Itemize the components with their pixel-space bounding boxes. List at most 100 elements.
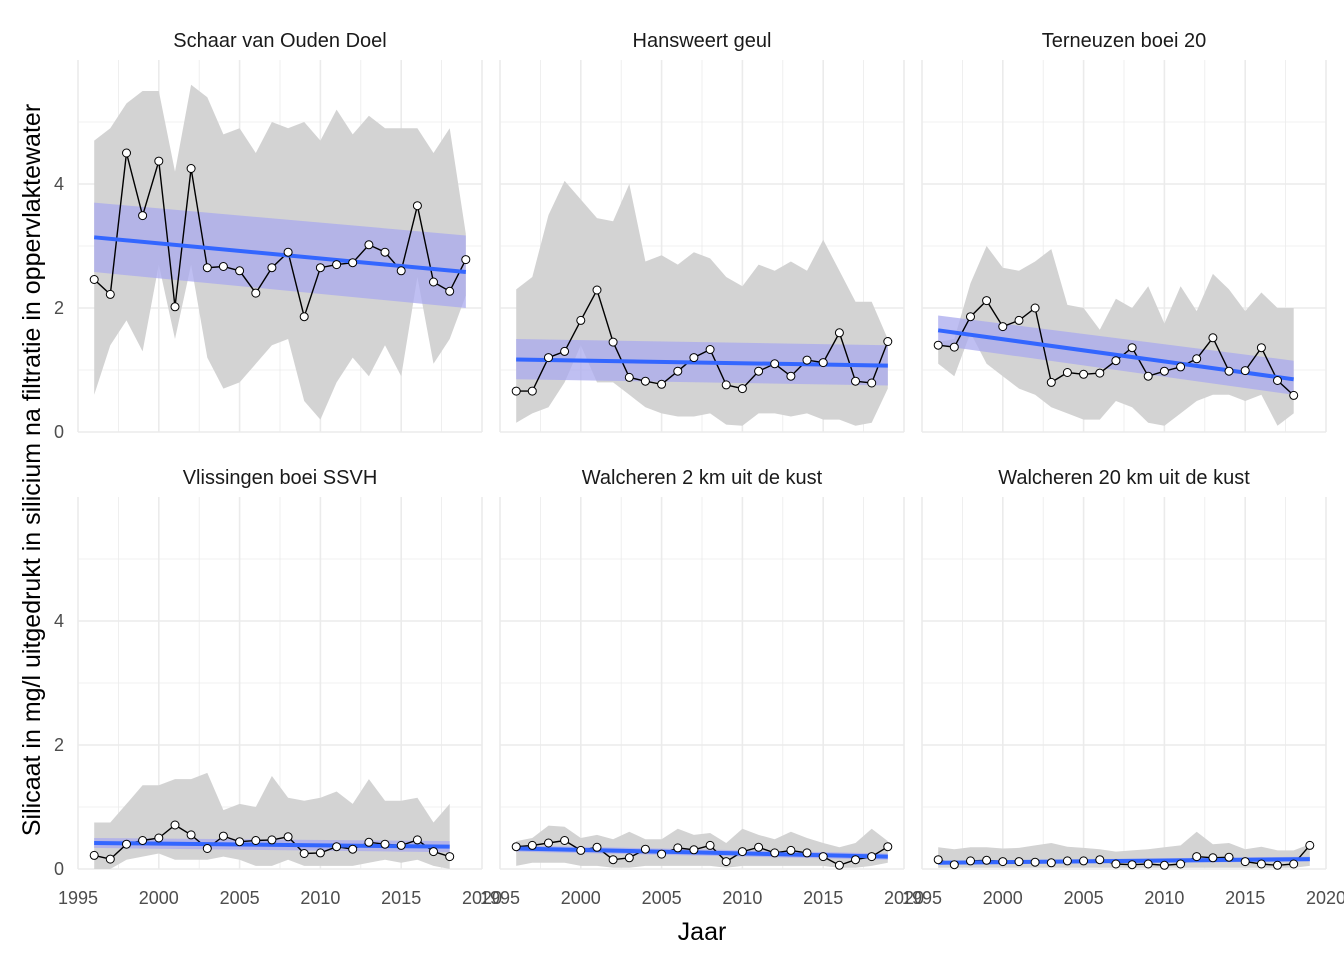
data-point [1111, 859, 1121, 869]
data-point [949, 860, 959, 870]
data-point [673, 366, 683, 376]
data-point [89, 275, 99, 284]
data-point [1273, 376, 1282, 385]
series-line [516, 288, 889, 392]
data-point [1192, 354, 1202, 364]
data-point [348, 258, 358, 268]
data-point [770, 848, 780, 858]
data-point [1289, 390, 1299, 400]
data-point [1273, 860, 1282, 870]
data-point [1208, 853, 1218, 863]
data-point [267, 263, 277, 273]
data-point [251, 288, 261, 298]
facet-panel: Terneuzen boei 20 [921, 30, 1327, 433]
data-point [933, 340, 943, 350]
data-point [396, 266, 406, 276]
data-point [721, 857, 731, 867]
facet-panel: Hansweert geul [499, 30, 905, 433]
data-point [1256, 343, 1266, 353]
data-point [770, 359, 780, 369]
x-axis-title: Jaar [678, 918, 727, 946]
data-point [170, 820, 180, 830]
x-tick-label: 1995 [58, 888, 98, 908]
data-point [1079, 369, 1089, 379]
data-point [527, 386, 537, 396]
y-tick-label: 4 [54, 611, 64, 631]
data-point [1176, 362, 1186, 372]
data-point [412, 201, 422, 211]
data-point [267, 835, 277, 845]
data-point [933, 855, 943, 865]
y-axis-title: Silicaat in mg/l uitgedrukt in silicium … [18, 104, 46, 836]
data-point [122, 839, 131, 849]
data-point [1014, 315, 1024, 325]
data-point [1289, 859, 1299, 869]
facet-panel: Vlissingen boei SSVH 0 2 4 1995 2000 2005 2010 2… [54, 467, 502, 908]
data-point [235, 837, 245, 847]
data-point [1159, 860, 1169, 870]
x-tick-label: 2015 [1225, 888, 1265, 908]
x-tick-label: 1995 [480, 888, 520, 908]
data-point [170, 302, 180, 312]
data-point [737, 847, 747, 857]
x-tick-label: 2020 [462, 888, 502, 908]
data-point [1143, 371, 1153, 381]
x-tick-label: 2020 [1306, 888, 1344, 908]
range-ribbon [94, 772, 450, 869]
data-point [1046, 377, 1056, 387]
data-point [1256, 859, 1266, 869]
facet-title: Hansweert geul [633, 30, 772, 52]
data-point [883, 842, 893, 852]
data-point [851, 855, 860, 865]
x-tick-label: 2005 [1064, 888, 1104, 908]
data-point [89, 850, 99, 860]
data-point [315, 263, 325, 273]
data-point [982, 855, 992, 865]
x-tick-label: 2000 [561, 888, 601, 908]
data-point [657, 849, 667, 859]
data-point [1224, 366, 1234, 376]
data-point [1143, 859, 1153, 869]
data-point [1030, 857, 1040, 867]
data-point [429, 847, 438, 857]
y-tick-label: 0 [54, 422, 64, 442]
data-point [867, 378, 877, 388]
data-point [1159, 366, 1169, 376]
data-point [608, 855, 618, 865]
series-line [93, 152, 467, 320]
data-point [754, 366, 764, 376]
data-point [429, 277, 438, 287]
data-point [1030, 303, 1040, 313]
data-point [576, 845, 586, 855]
x-tick-label: 2010 [300, 888, 340, 908]
data-point [1305, 840, 1315, 850]
data-point [966, 856, 975, 866]
data-point [640, 376, 650, 386]
x-tick-label: 2020 [884, 888, 924, 908]
data-point [982, 296, 992, 306]
data-point [1046, 858, 1056, 868]
data-point [299, 849, 309, 858]
data-point [364, 837, 374, 847]
data-point [624, 853, 634, 863]
data-point [624, 372, 634, 382]
data-point [202, 844, 212, 853]
data-point [851, 376, 860, 386]
data-point [138, 836, 148, 845]
data-point [235, 266, 245, 276]
data-point [364, 240, 374, 250]
y-tick-label: 0 [54, 859, 64, 879]
data-point [689, 845, 699, 855]
data-point [705, 345, 715, 354]
x-tick-label: 2000 [983, 888, 1023, 908]
trend-line [94, 840, 450, 849]
data-point [283, 247, 293, 257]
data-point [592, 842, 602, 852]
data-point [657, 379, 667, 389]
data-point [786, 371, 796, 381]
data-point [998, 322, 1008, 332]
data-point [396, 840, 406, 850]
data-point [445, 286, 455, 296]
data-point [154, 156, 164, 166]
